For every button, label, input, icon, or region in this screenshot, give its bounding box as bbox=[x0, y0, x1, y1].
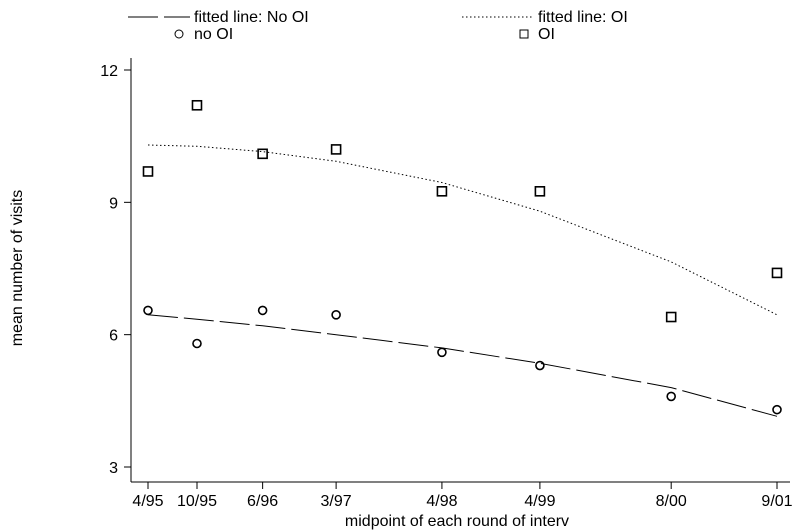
x-tick-label: 4/98 bbox=[426, 493, 457, 510]
point-no-oi bbox=[535, 360, 545, 371]
point-oi bbox=[257, 148, 268, 160]
point-no-oi bbox=[143, 305, 153, 316]
point-oi bbox=[142, 166, 154, 177]
legend-label-no-oi: no OI bbox=[194, 26, 233, 43]
x-tick-label: 9/01 bbox=[761, 493, 792, 510]
x-tick-label: 4/99 bbox=[524, 493, 555, 510]
x-axis-label: midpoint of each round of interv bbox=[345, 513, 569, 530]
point-no-oi bbox=[331, 310, 341, 320]
y-tick-label: 3 bbox=[109, 460, 118, 477]
point-no-oi bbox=[666, 391, 676, 402]
plot-area bbox=[142, 99, 783, 417]
point-no-oi bbox=[437, 347, 447, 358]
legend-label-fitted-oi: fitted line: OI bbox=[538, 9, 628, 26]
x-tick-label: 3/97 bbox=[321, 493, 352, 510]
legend-label-oi: OI bbox=[538, 26, 555, 43]
y-axis-label: mean number of visits bbox=[9, 190, 26, 347]
x-tick-label: 10/95 bbox=[177, 493, 217, 510]
series-line-fitted-line-oi bbox=[147, 144, 778, 316]
y-axis-ticks: 3 6 9 12 bbox=[100, 63, 131, 477]
legend: fitted line: No OI no OI fitted line: OI… bbox=[128, 9, 628, 43]
point-no-oi bbox=[192, 338, 202, 349]
point-no-oi bbox=[772, 404, 782, 415]
x-tick-label: 8/00 bbox=[656, 493, 687, 510]
legend-swatch-oi bbox=[519, 29, 529, 39]
legend-label-fitted-no-oi: fitted line: No OI bbox=[194, 9, 309, 26]
x-tick-label: 4/95 bbox=[132, 493, 163, 510]
y-tick-label: 9 bbox=[109, 195, 118, 212]
point-oi bbox=[191, 99, 203, 111]
point-oi bbox=[436, 186, 448, 197]
point-oi bbox=[665, 311, 677, 323]
series-line-fitted-line-no-oi bbox=[147, 314, 778, 417]
point-oi bbox=[771, 267, 783, 279]
x-tick-label: 6/96 bbox=[247, 493, 278, 510]
point-oi bbox=[534, 186, 546, 197]
legend-swatch-no-oi bbox=[174, 29, 184, 39]
x-axis-ticks: 4/95 10/95 6/96 3/97 4/98 4/99 8/00 9/01 bbox=[132, 482, 793, 510]
point-oi bbox=[330, 144, 342, 155]
y-tick-label: 12 bbox=[100, 63, 118, 80]
point-no-oi bbox=[257, 305, 268, 316]
y-tick-label: 6 bbox=[109, 328, 118, 345]
